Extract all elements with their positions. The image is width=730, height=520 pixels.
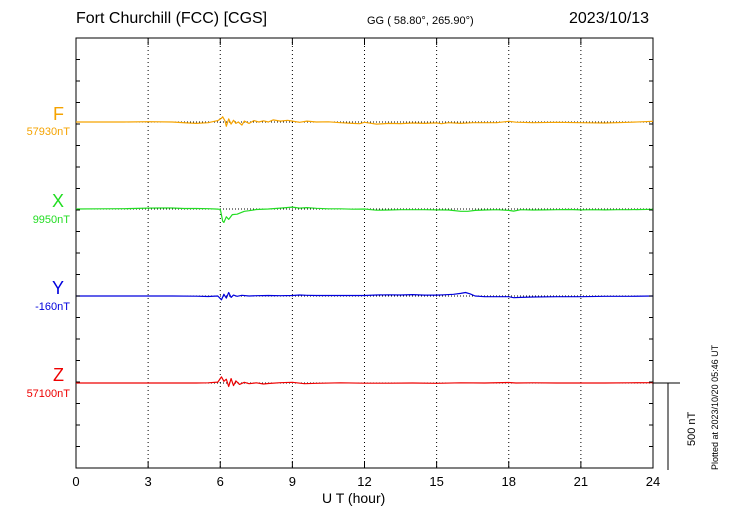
x-tick-label-3: 3	[145, 474, 152, 489]
series-line-z	[76, 376, 654, 388]
component-label-y: Y	[51, 278, 64, 298]
component-label-x: X	[51, 191, 64, 211]
x-axis-label: U T (hour)	[322, 490, 386, 506]
coords-value: ( 58.80°, 265.90°)	[387, 15, 474, 27]
baseline-label-x: 9950nT	[32, 214, 70, 226]
series-line-y	[76, 291, 654, 301]
component-label-z: Z	[53, 365, 64, 385]
baseline-label-z: 57100nT	[26, 388, 70, 400]
baseline-label-y: -160nT	[35, 301, 70, 313]
grid-lines	[147, 38, 582, 468]
station-title: Fort Churchill (FCC) [CGS]	[76, 10, 268, 27]
plot-date: 2023/10/13	[569, 10, 650, 27]
x-tick-label-6: 6	[217, 474, 224, 489]
geographic-coords: GG ( 58.80°, 265.90°)	[367, 15, 474, 27]
plotted-timestamp: Plotted at 2023/10/20 05:46 UT	[710, 344, 720, 470]
x-tick-label-18: 18	[502, 474, 516, 489]
x-tick-label-24: 24	[646, 474, 660, 489]
coords-prefix: GG	[367, 15, 385, 27]
x-tick-label-15: 15	[429, 474, 443, 489]
baseline-label-f: 57930nT	[26, 126, 70, 138]
component-label-f: F	[53, 104, 64, 124]
scale-bar-label: 500 nT	[686, 411, 698, 446]
x-tick-label-12: 12	[357, 474, 371, 489]
series-traces	[75, 116, 654, 388]
x-axis-ticks: 0 3 6 9 12 15 18 21 24	[72, 38, 660, 489]
series-line-x	[75, 206, 654, 223]
x-tick-label-0: 0	[72, 474, 79, 489]
x-tick-label-21: 21	[574, 474, 588, 489]
baseline-dotted-lines	[76, 121, 653, 384]
x-tick-label-9: 9	[289, 474, 296, 489]
scale-bar	[653, 382, 680, 470]
series-line-f	[76, 116, 654, 127]
